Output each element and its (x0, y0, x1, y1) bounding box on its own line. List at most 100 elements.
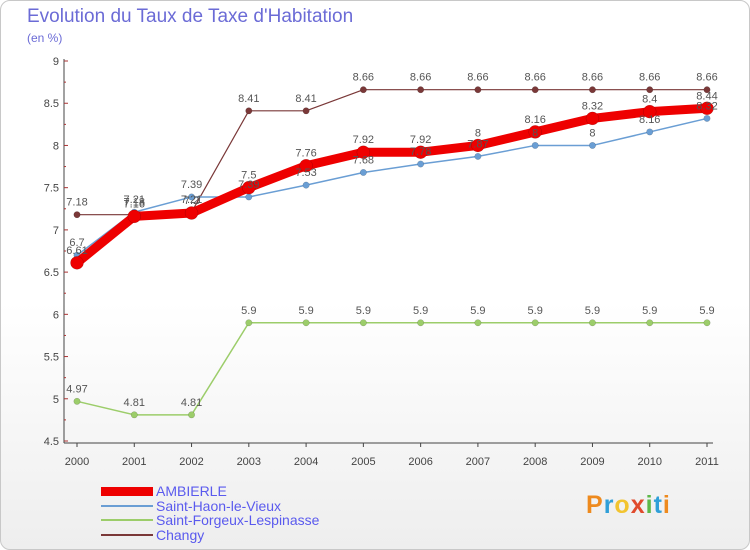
y-tick-label: 5.5 (44, 352, 59, 364)
data-label: 6.7 (69, 237, 84, 249)
data-point (127, 209, 142, 224)
data-label: 7.18 (66, 197, 87, 209)
y-tick-label: 6.5 (44, 267, 59, 279)
data-point (302, 319, 310, 327)
legend-label: AMBIERLE (156, 483, 227, 499)
y-tick-label: 9 (53, 56, 59, 68)
logo-letter: x (630, 491, 646, 519)
series-line (76, 117, 708, 256)
data-point (589, 86, 596, 94)
y-tick-label: 5 (53, 394, 59, 406)
data-label: 7.87 (467, 138, 488, 150)
data-label: 5.9 (470, 305, 485, 317)
data-label: 8.16 (639, 114, 660, 126)
data-label: 8.41 (238, 93, 259, 105)
x-tick-label: 2010 (637, 456, 661, 468)
y-tick-label: 8 (53, 140, 59, 152)
data-label: 4.81 (181, 397, 202, 409)
legend-label: Changy (156, 526, 205, 543)
legend-swatch (101, 519, 153, 521)
data-label: 8.66 (467, 72, 488, 84)
data-label: 8.66 (524, 72, 545, 84)
x-tick-label: 2003 (237, 456, 261, 468)
y-tick-label: 4.5 (44, 436, 59, 448)
x-tick-label: 2002 (179, 456, 203, 468)
data-label: 7.92 (410, 134, 431, 146)
data-label: 5.9 (356, 305, 371, 317)
data-point (359, 169, 367, 176)
data-point (299, 158, 313, 173)
legend-swatch (101, 504, 153, 507)
x-tick-label: 2006 (408, 456, 432, 468)
data-point (70, 256, 84, 270)
data-point (188, 193, 195, 201)
logo-letter: o (614, 491, 631, 519)
data-label: 7.39 (181, 179, 202, 191)
data-point (359, 86, 367, 94)
data-point (646, 86, 654, 94)
proxiti-logo: Proxiti (586, 491, 671, 520)
x-tick-label: 2008 (523, 456, 547, 468)
data-label: 8.66 (582, 72, 603, 84)
data-label: 6.61 (66, 245, 87, 257)
data-point (417, 319, 425, 327)
x-tick-label: 2007 (466, 456, 490, 468)
legend-label: Saint-Forgeux-Lespinasse (156, 512, 320, 528)
logo-letter: P (586, 491, 604, 519)
data-point (703, 86, 711, 94)
logo-letter: t (653, 491, 663, 519)
data-label: 5.9 (585, 305, 600, 317)
data-label: 8.66 (639, 72, 660, 84)
data-label: 8 (475, 127, 481, 139)
data-point (242, 180, 256, 195)
data-point (531, 319, 539, 327)
data-label: 7.53 (295, 167, 316, 179)
data-point (73, 211, 81, 219)
data-label: 5.9 (241, 305, 256, 317)
data-label: 7.92 (353, 134, 374, 146)
data-point (245, 319, 253, 327)
data-point (359, 319, 367, 327)
data-point (531, 141, 539, 149)
data-point (646, 319, 654, 327)
data-point (302, 181, 310, 189)
data-point (471, 138, 485, 153)
data-point (184, 206, 199, 220)
data-point (417, 160, 425, 168)
data-point (703, 319, 711, 327)
data-label: 8.66 (696, 72, 717, 84)
data-label: 4.81 (124, 397, 145, 409)
data-label: 5.9 (298, 305, 313, 317)
data-point (589, 319, 596, 327)
data-label: 5.9 (642, 305, 657, 317)
data-label: 7.76 (295, 148, 316, 160)
data-point (585, 111, 600, 126)
data-point (417, 86, 425, 94)
data-label: 8 (589, 127, 595, 139)
data-label: 7.78 (410, 146, 431, 158)
data-label: 8.4 (642, 94, 657, 106)
data-label: 8.32 (582, 100, 603, 112)
legend-swatch (101, 533, 153, 536)
data-point (73, 397, 81, 405)
data-label: 7.5 (241, 170, 256, 182)
x-tick-label: 2004 (294, 456, 318, 468)
data-label: 4.97 (66, 383, 87, 395)
x-tick-label: 2001 (122, 456, 146, 468)
x-tick-label: 2000 (65, 456, 89, 468)
data-label: 8.41 (295, 93, 316, 105)
data-point (528, 125, 542, 139)
data-label: 8.44 (696, 90, 717, 102)
y-tick-label: 8.5 (44, 98, 59, 110)
series-line (74, 103, 708, 267)
data-label: 8.66 (353, 72, 374, 84)
series-line (76, 322, 707, 416)
logo-letter: i (645, 491, 654, 519)
data-point (474, 86, 482, 94)
data-label: 7.39 (238, 179, 259, 191)
data-label: 8 (532, 127, 538, 139)
data-label: 8.16 (524, 114, 545, 126)
data-point (700, 101, 714, 116)
